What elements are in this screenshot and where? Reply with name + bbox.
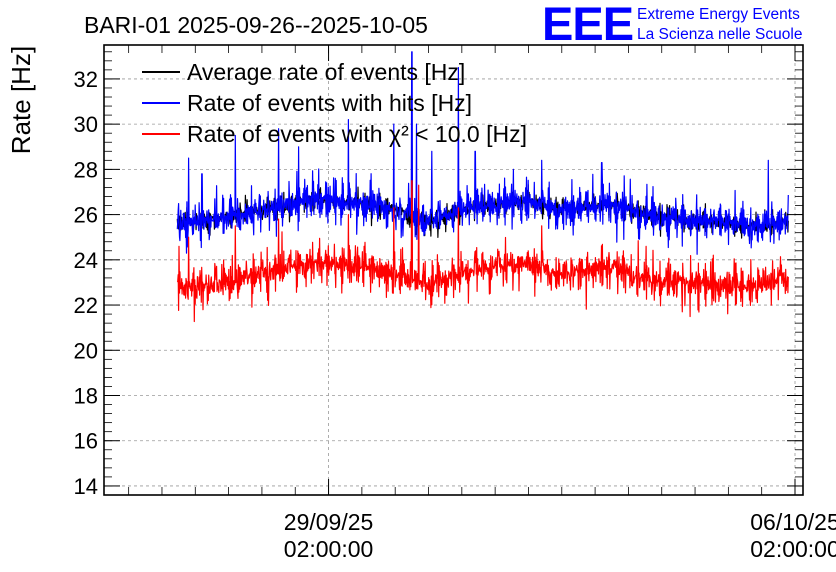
series-line-1 <box>176 51 789 255</box>
y-tick-label: 18 <box>74 384 98 409</box>
legend-label-2: Rate of events with χ² < 10.0 [Hz] <box>187 121 527 147</box>
legend-label-0: Average rate of events [Hz] <box>187 59 465 85</box>
y-tick-label: 14 <box>74 474 98 499</box>
eee-logo-line2: La Scienza nelle Scuole <box>637 26 802 43</box>
x-tick-time: 02:00:00 <box>750 536 836 562</box>
x-tick-date: 06/10/25 <box>750 509 836 535</box>
y-tick-label: 22 <box>74 293 98 318</box>
grid-lines <box>104 45 803 495</box>
y-tick-label: 28 <box>74 157 98 182</box>
y-tick-label: 26 <box>74 203 98 228</box>
legend-label-1: Rate of events with hits [Hz] <box>187 90 472 116</box>
y-axis-label: Rate [Hz] <box>6 46 36 154</box>
chart-title: BARI-01 2025-09-26--2025-10-05 <box>84 12 428 38</box>
y-tick-label: 30 <box>74 112 98 137</box>
x-tick-time: 02:00:00 <box>284 536 374 562</box>
plot-frame <box>103 44 804 496</box>
series-line-2 <box>176 180 789 323</box>
tick-labels: 1416182022242628303229/09/2502:00:0006/1… <box>74 67 836 562</box>
eee-logo-line1: Extreme Energy Events <box>637 6 800 23</box>
y-tick-label: 20 <box>74 338 98 363</box>
eee-logo-mark: EEE <box>542 0 633 50</box>
legend: Average rate of events [Hz] Rate of event… <box>142 59 527 147</box>
series-group <box>176 51 789 323</box>
y-tick-label: 16 <box>74 429 98 454</box>
eee-logo: EEE Extreme Energy Events La Scienza nel… <box>542 0 802 50</box>
x-tick-date: 29/09/25 <box>284 509 374 535</box>
y-tick-label: 32 <box>74 67 98 92</box>
y-tick-label: 24 <box>74 248 98 273</box>
axis-ticks <box>104 45 803 496</box>
